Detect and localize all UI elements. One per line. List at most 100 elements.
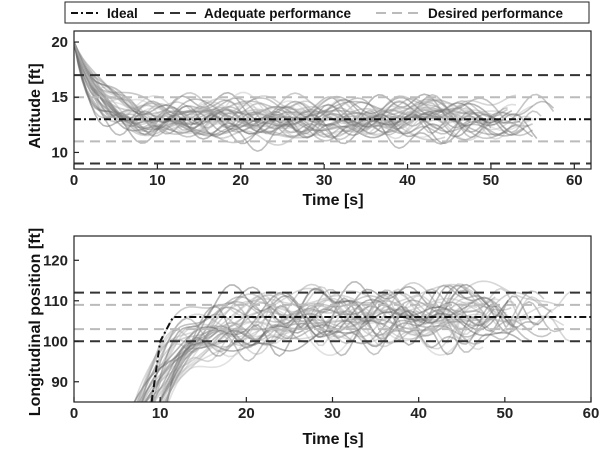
trial-trace — [133, 311, 523, 402]
trial-trace — [74, 41, 525, 140]
trial-trace — [74, 41, 517, 141]
x-tick-label: 30 — [324, 405, 341, 422]
legend: Ideal Adequate performance Desired perfo… — [64, 1, 590, 24]
y-tick-label: 20 — [51, 34, 68, 51]
trial-trace — [74, 41, 492, 135]
trial-trace — [74, 41, 467, 129]
trial-trace — [74, 41, 542, 139]
trial-trace — [154, 293, 518, 402]
x-tick-label: 50 — [496, 405, 513, 422]
x-tick-label: 40 — [410, 405, 427, 422]
trial-trace — [152, 294, 507, 402]
x-tick-label: 10 — [149, 172, 166, 189]
y-tick-label: 10 — [51, 144, 68, 161]
trial-trace — [141, 294, 496, 402]
trial-trace — [74, 41, 505, 130]
trial-trace — [74, 41, 508, 136]
y-tick-label: 120 — [43, 252, 68, 269]
trial-trace — [153, 313, 565, 402]
x-tick-label: 10 — [152, 405, 169, 422]
trial-trace — [145, 280, 561, 402]
x-tick-label: 60 — [566, 172, 583, 189]
trial-trace — [74, 41, 508, 127]
trial-trace — [74, 41, 546, 138]
trial-trace — [74, 41, 517, 140]
x-tick-label: 30 — [316, 172, 333, 189]
x-tick-label: 20 — [238, 405, 255, 422]
x-tick-label: 60 — [583, 405, 600, 422]
trial-trace — [74, 41, 450, 141]
trial-trace — [159, 300, 536, 402]
trial-trace — [74, 41, 475, 129]
trial-trace — [160, 288, 571, 402]
trial-trace — [74, 41, 533, 140]
trial-trace — [74, 41, 471, 146]
altitude-trial-traces — [74, 41, 555, 153]
trial-trace — [142, 288, 545, 402]
x-tick-label: 0 — [70, 172, 78, 189]
x-tick-label: 20 — [232, 172, 249, 189]
trial-trace — [74, 41, 525, 136]
longitudinal-ticks: 0 10 20 30 40 50 60 90 100 110 120 — [43, 235, 600, 422]
trial-trace — [74, 41, 529, 137]
trial-trace — [144, 300, 564, 402]
trial-trace — [159, 285, 514, 402]
trial-trace — [74, 41, 491, 153]
trial-trace — [74, 41, 517, 129]
trial-trace — [74, 41, 446, 127]
trial-trace — [140, 302, 474, 402]
trial-trace — [74, 41, 454, 138]
legend-desired-label: Desired performance — [428, 6, 564, 21]
y-tick-label: 15 — [51, 89, 68, 106]
legend-ideal-label: Ideal — [107, 6, 138, 21]
trial-trace — [144, 291, 512, 402]
trial-trace — [137, 290, 548, 402]
trial-trace — [74, 41, 446, 141]
trial-trace — [74, 41, 479, 136]
trial-trace — [74, 41, 508, 128]
trial-trace — [141, 291, 509, 402]
trial-trace — [139, 291, 486, 402]
trial-trace — [167, 298, 501, 402]
trial-trace — [74, 41, 475, 135]
longitudinal-trial-traces — [133, 280, 571, 402]
trial-trace — [74, 41, 459, 130]
longitudinal-y-axis-label: Longitudinal position [ft] — [27, 228, 44, 416]
y-tick-label: 110 — [44, 293, 68, 310]
ideal-line — [150, 316, 591, 402]
altitude-y-axis-label: Altitude [ft] — [27, 63, 44, 148]
altitude-reference-lines — [74, 74, 591, 165]
trial-trace — [74, 41, 462, 136]
x-tick-label: 40 — [399, 172, 416, 189]
trial-trace — [164, 283, 571, 402]
trial-trace — [138, 289, 489, 402]
legend-adequate-label: Adequate performance — [204, 6, 352, 21]
y-tick-label: 90 — [51, 374, 68, 391]
trial-trace — [149, 295, 530, 402]
trial-trace — [144, 293, 495, 402]
trial-trace — [133, 299, 471, 402]
altitude-x-axis-label: Time [s] — [302, 192, 363, 209]
trial-trace — [74, 41, 521, 139]
trial-trace — [74, 41, 555, 133]
trial-trace — [74, 41, 555, 133]
trial-trace — [74, 41, 508, 137]
trial-trace — [165, 280, 474, 402]
longitudinal-x-axis-label: Time [s] — [302, 431, 363, 448]
x-tick-label: 0 — [70, 405, 78, 422]
trial-trace — [158, 289, 500, 402]
trial-trace — [151, 284, 507, 402]
longitudinal-reference-lines — [74, 291, 591, 402]
y-tick-label: 100 — [43, 333, 68, 350]
trial-trace — [162, 294, 487, 402]
x-tick-label: 50 — [483, 172, 500, 189]
plot-frame — [73, 30, 592, 170]
trial-trace — [74, 41, 533, 142]
longitudinal-position-chart: 0 10 20 30 40 50 60 90 100 110 120 Time [s] Longit… — [27, 228, 599, 448]
trial-trace — [74, 41, 471, 144]
trial-trace — [74, 41, 534, 139]
trial-trace — [74, 41, 538, 145]
